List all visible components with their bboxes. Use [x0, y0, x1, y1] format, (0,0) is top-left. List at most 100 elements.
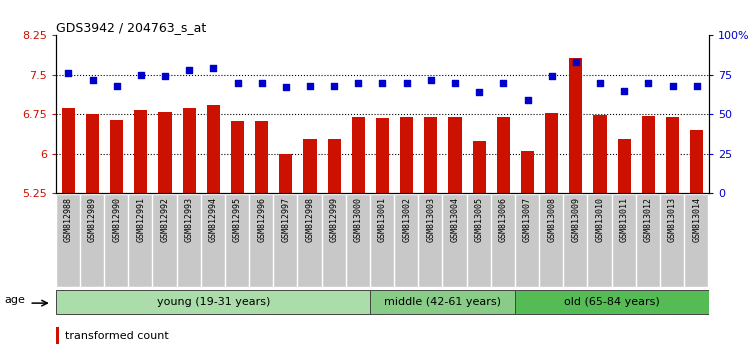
Point: [111, 83, 123, 88]
Point: [207, 65, 219, 71]
Text: GSM813003: GSM813003: [426, 197, 435, 242]
Bar: [352, 117, 365, 193]
Text: GSM813008: GSM813008: [548, 197, 556, 242]
Bar: [255, 121, 268, 193]
Bar: [666, 117, 680, 193]
Point: [521, 97, 533, 103]
Bar: [520, 152, 534, 193]
FancyBboxPatch shape: [685, 195, 708, 287]
Bar: [545, 113, 558, 193]
Text: GSM813013: GSM813013: [668, 197, 677, 242]
Point: [280, 85, 292, 90]
FancyBboxPatch shape: [443, 195, 466, 287]
Point: [594, 80, 606, 86]
Bar: [62, 108, 75, 193]
FancyBboxPatch shape: [589, 195, 611, 287]
Point: [304, 83, 316, 88]
Bar: [376, 118, 389, 193]
FancyBboxPatch shape: [492, 195, 515, 287]
Point: [159, 74, 171, 79]
FancyBboxPatch shape: [274, 195, 298, 287]
FancyBboxPatch shape: [661, 195, 684, 287]
Point: [232, 80, 244, 86]
Text: GSM813004: GSM813004: [451, 197, 460, 242]
Point: [618, 88, 630, 93]
Bar: [448, 117, 462, 193]
Bar: [279, 154, 292, 193]
FancyBboxPatch shape: [57, 195, 80, 287]
Point: [400, 80, 412, 86]
Text: GSM812996: GSM812996: [257, 197, 266, 242]
Text: age: age: [4, 296, 26, 306]
Point: [62, 70, 74, 76]
Point: [424, 77, 436, 82]
Point: [135, 72, 147, 78]
FancyBboxPatch shape: [370, 290, 515, 314]
Text: GSM813007: GSM813007: [523, 197, 532, 242]
Text: GSM813011: GSM813011: [620, 197, 628, 242]
Text: GSM813005: GSM813005: [475, 197, 484, 242]
Text: GSM812991: GSM812991: [136, 197, 146, 242]
Text: GSM813002: GSM813002: [402, 197, 411, 242]
FancyBboxPatch shape: [516, 195, 539, 287]
FancyBboxPatch shape: [298, 195, 322, 287]
FancyBboxPatch shape: [105, 195, 128, 287]
FancyBboxPatch shape: [419, 195, 442, 287]
FancyBboxPatch shape: [467, 195, 490, 287]
Point: [667, 83, 679, 88]
FancyBboxPatch shape: [371, 195, 394, 287]
Point: [376, 80, 388, 86]
Text: GDS3942 / 204763_s_at: GDS3942 / 204763_s_at: [56, 21, 206, 34]
Text: GSM813010: GSM813010: [596, 197, 604, 242]
FancyBboxPatch shape: [226, 195, 249, 287]
Bar: [496, 117, 510, 193]
Bar: [231, 121, 244, 193]
Point: [86, 77, 98, 82]
Point: [691, 83, 703, 88]
FancyBboxPatch shape: [395, 195, 418, 287]
Point: [473, 89, 485, 95]
Bar: [424, 117, 437, 193]
Text: GSM812993: GSM812993: [184, 197, 194, 242]
Point: [256, 80, 268, 86]
Bar: [56, 327, 58, 344]
Bar: [690, 130, 703, 193]
Text: GSM813000: GSM813000: [354, 197, 363, 242]
Bar: [593, 115, 607, 193]
FancyBboxPatch shape: [346, 195, 370, 287]
Point: [352, 80, 364, 86]
Bar: [569, 58, 583, 193]
Text: GSM812995: GSM812995: [233, 197, 242, 242]
Point: [570, 59, 582, 65]
Point: [642, 80, 654, 86]
FancyBboxPatch shape: [637, 195, 660, 287]
Text: GSM812992: GSM812992: [160, 197, 170, 242]
Point: [328, 83, 340, 88]
Text: GSM812989: GSM812989: [88, 197, 97, 242]
FancyBboxPatch shape: [540, 195, 563, 287]
Bar: [110, 120, 123, 193]
Text: GSM813012: GSM813012: [644, 197, 652, 242]
Text: GSM813006: GSM813006: [499, 197, 508, 242]
Bar: [207, 105, 220, 193]
Text: GSM812999: GSM812999: [330, 197, 339, 242]
Bar: [617, 139, 631, 193]
FancyBboxPatch shape: [250, 195, 273, 287]
Bar: [182, 108, 196, 193]
FancyBboxPatch shape: [564, 195, 587, 287]
FancyBboxPatch shape: [613, 195, 636, 287]
Text: GSM812997: GSM812997: [281, 197, 290, 242]
Text: GSM812994: GSM812994: [209, 197, 218, 242]
Text: young (19-31 years): young (19-31 years): [157, 297, 270, 307]
Text: transformed count: transformed count: [65, 331, 169, 341]
Bar: [472, 142, 486, 193]
Text: GSM813014: GSM813014: [692, 197, 701, 242]
FancyBboxPatch shape: [129, 195, 152, 287]
Bar: [328, 139, 340, 193]
Point: [183, 67, 195, 73]
FancyBboxPatch shape: [56, 290, 370, 314]
FancyBboxPatch shape: [178, 195, 201, 287]
Text: middle (42-61 years): middle (42-61 years): [385, 297, 502, 307]
FancyBboxPatch shape: [322, 195, 346, 287]
Bar: [134, 110, 148, 193]
